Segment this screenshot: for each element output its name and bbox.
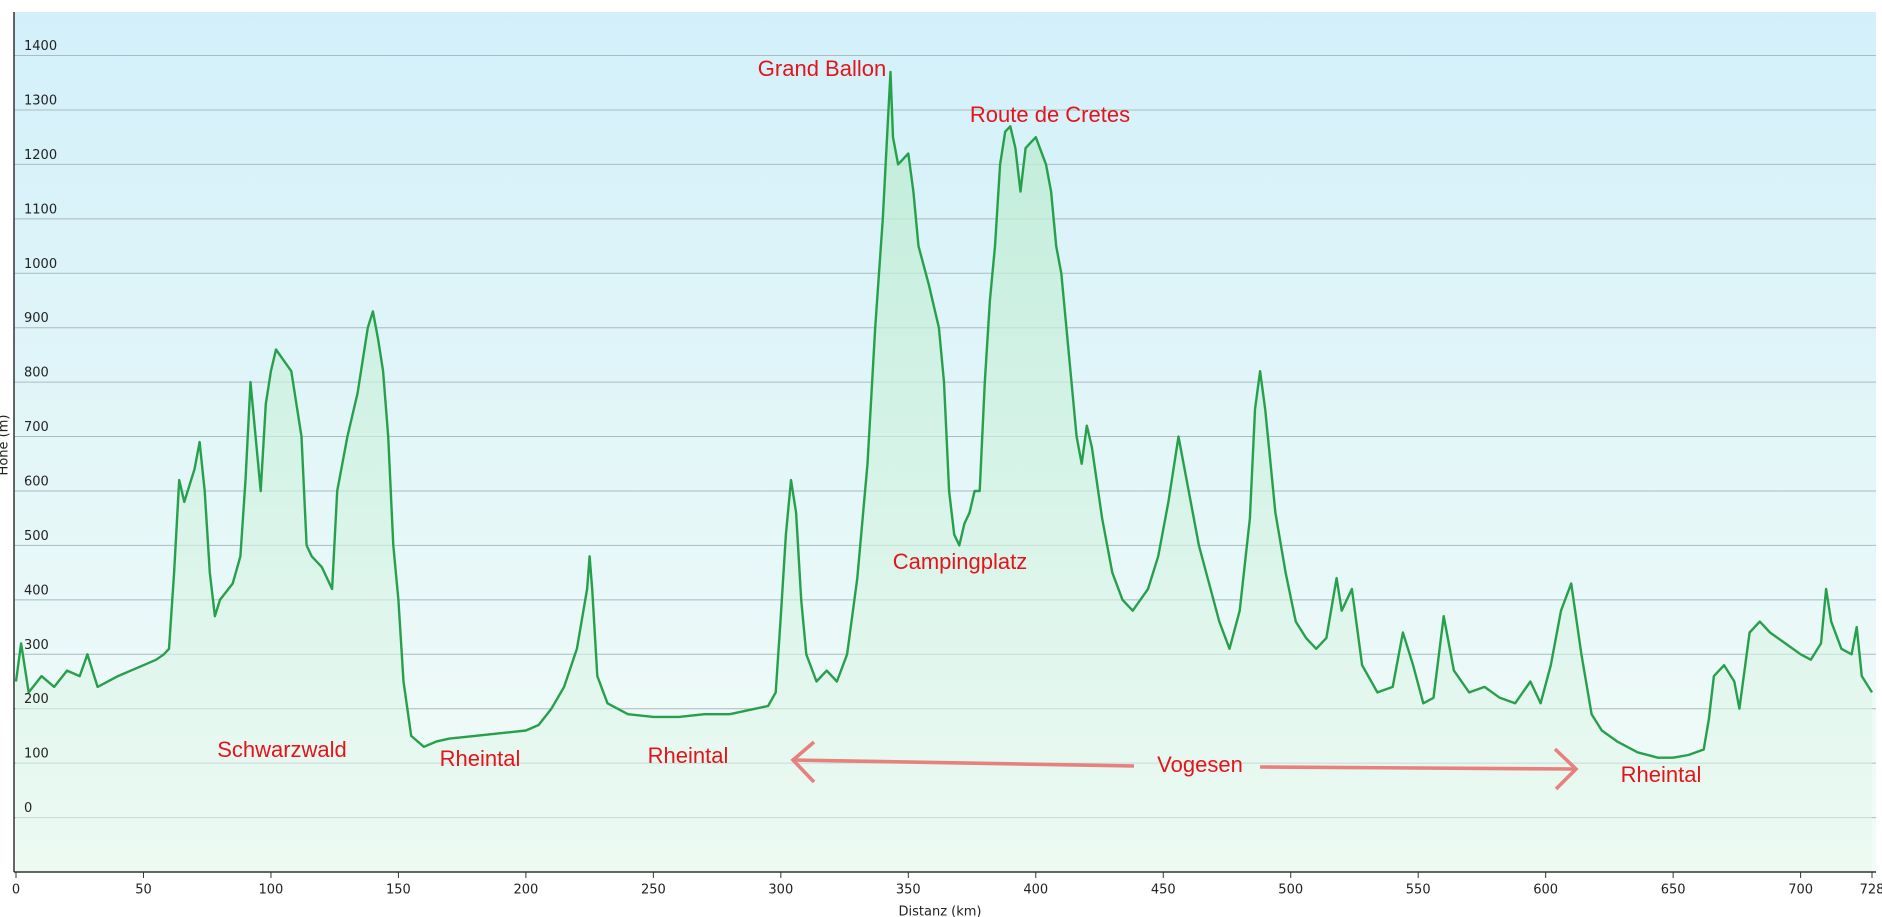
x-tick-label: 650 <box>1661 883 1686 898</box>
x-tick-label: 0 <box>12 883 20 898</box>
y-tick-label: 400 <box>24 583 49 598</box>
x-tick-label: 728 <box>1860 883 1882 898</box>
y-tick-label: 1200 <box>24 148 57 163</box>
y-tick-label: 500 <box>24 529 49 544</box>
annotation: Grand Ballon <box>758 56 886 81</box>
x-tick-label: 550 <box>1406 883 1431 898</box>
annotation: Schwarzwald <box>217 737 347 762</box>
x-tick-label: 700 <box>1788 883 1813 898</box>
x-tick-label: 450 <box>1151 883 1176 898</box>
x-tick-label: 500 <box>1278 883 1303 898</box>
y-tick-label: 1400 <box>24 39 57 54</box>
y-tick-label: 600 <box>24 474 49 489</box>
y-tick-label: 1300 <box>24 93 57 108</box>
x-axis-label: Distanz (km) <box>899 905 982 917</box>
y-tick-label: 900 <box>24 311 49 326</box>
x-tick-label: 100 <box>259 883 284 898</box>
x-tick-label: 50 <box>135 883 152 898</box>
x-tick-label: 300 <box>768 883 793 898</box>
y-tick-label: 1100 <box>24 202 57 217</box>
annotation: Rheintal <box>648 743 729 768</box>
x-tick-label: 350 <box>896 883 921 898</box>
y-tick-label: 300 <box>24 638 49 653</box>
annotation: Campingplatz <box>893 549 1028 574</box>
area-fill <box>16 71 1872 872</box>
elevation-line <box>14 70 1874 759</box>
y-tick-label: 700 <box>24 420 49 435</box>
x-tick-label: 200 <box>513 883 538 898</box>
y-tick-label: 100 <box>24 747 49 762</box>
x-tick-label: 400 <box>1023 883 1048 898</box>
y-tick-label: 0 <box>24 801 32 816</box>
x-tick-label: 250 <box>641 883 666 898</box>
y-tick-label: 800 <box>24 366 49 381</box>
x-tick-label: 150 <box>386 883 411 898</box>
annotation: Route de Cretes <box>970 102 1130 127</box>
annotation: Rheintal <box>1621 762 1702 787</box>
y-tick-label: 200 <box>24 692 49 707</box>
x-tick-label: 600 <box>1533 883 1558 898</box>
annotation: Vogesen <box>1157 752 1243 777</box>
y-tick-label: 1000 <box>24 257 57 272</box>
y-axis-label: Höhe (m) <box>0 415 12 476</box>
vogesen-arrow <box>790 740 1579 791</box>
annotation: Rheintal <box>440 746 521 771</box>
